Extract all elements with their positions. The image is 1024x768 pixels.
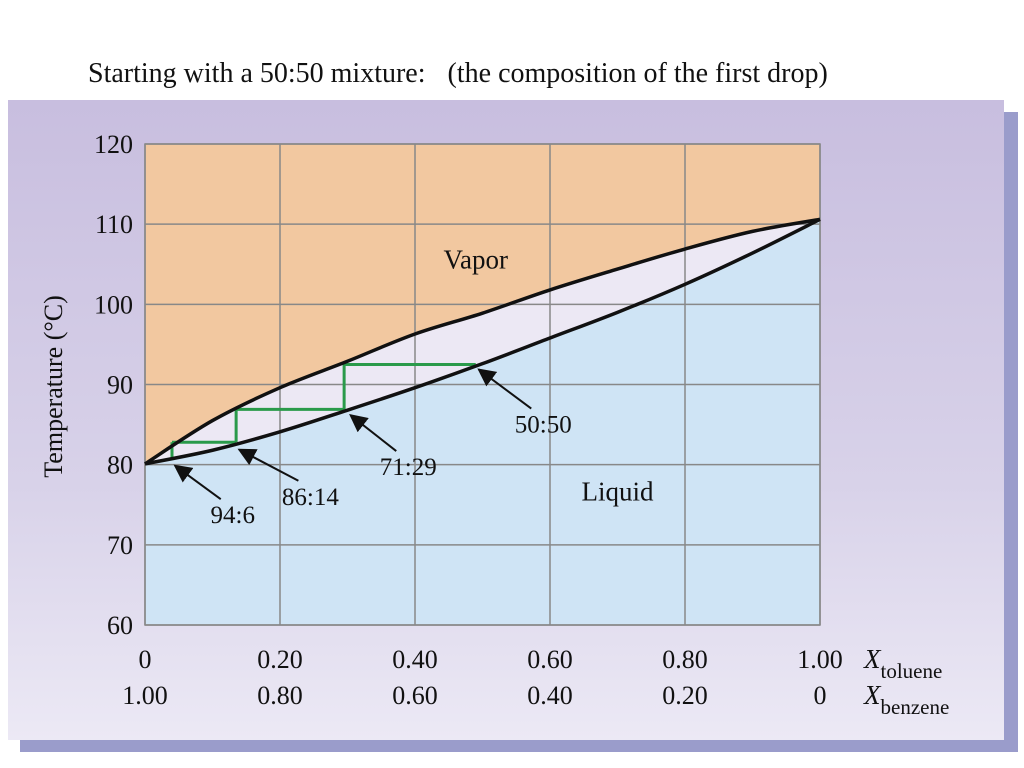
annotation-arrow — [237, 448, 299, 482]
title-note: (the composition of the first drop) — [447, 58, 828, 89]
x-tick-label: 0 — [814, 681, 827, 710]
annotation-label: 86:14 — [282, 484, 339, 511]
y-axis-label: Temperature (°C) — [39, 295, 68, 478]
x-axis-subscript: benzene — [881, 695, 950, 719]
plot-frame — [144, 143, 821, 626]
y-tick-label: 110 — [95, 210, 133, 239]
x-axis-subscript: toluene — [881, 659, 943, 683]
x-tick-label: 1.00 — [122, 681, 168, 710]
annotation-label: 71:29 — [380, 454, 437, 481]
x-tick-label: 0.60 — [527, 645, 573, 674]
annotation-arrow — [173, 464, 222, 500]
x-tick-label: 0.40 — [392, 645, 438, 674]
slide-title: Starting with a 50:50 mixture: (the compo… — [88, 58, 828, 90]
annotation-label: 94:6 — [211, 502, 255, 529]
x-axis-symbol: X — [863, 644, 882, 674]
x-tick-label: 0 — [139, 645, 152, 674]
vapor-curve — [144, 217, 821, 466]
region-label: Vapor — [444, 244, 508, 274]
x-tick-label: 0.80 — [662, 645, 708, 674]
annotation-label: 50:50 — [515, 412, 572, 439]
y-tick-label: 70 — [107, 531, 133, 560]
region-label: Liquid — [582, 477, 654, 507]
x-tick-label: 0.20 — [257, 645, 303, 674]
annotation-arrow — [349, 414, 397, 452]
two-phase-region — [145, 219, 820, 464]
y-tick-label: 60 — [107, 611, 133, 640]
x-tick-label: 0.80 — [257, 681, 303, 710]
x-tick-label: 1.00 — [797, 645, 843, 674]
x-tick-label: 0.40 — [527, 681, 573, 710]
x-axis-label: Xtoluene — [863, 644, 942, 683]
y-tick-label: 120 — [94, 130, 133, 159]
y-tick-label: 100 — [94, 290, 133, 319]
annotation-arrow — [477, 368, 532, 410]
x-tick-label: 0.60 — [392, 681, 438, 710]
liquid-curve — [144, 217, 821, 466]
x-axis-label: Xbenzene — [863, 680, 949, 719]
y-tick-label: 90 — [107, 371, 133, 400]
x-axis-symbol: X — [863, 680, 882, 710]
x-tick-label: 0.20 — [662, 681, 708, 710]
title-main: Starting with a 50:50 mixture: — [88, 58, 426, 89]
y-tick-label: 80 — [107, 451, 133, 480]
